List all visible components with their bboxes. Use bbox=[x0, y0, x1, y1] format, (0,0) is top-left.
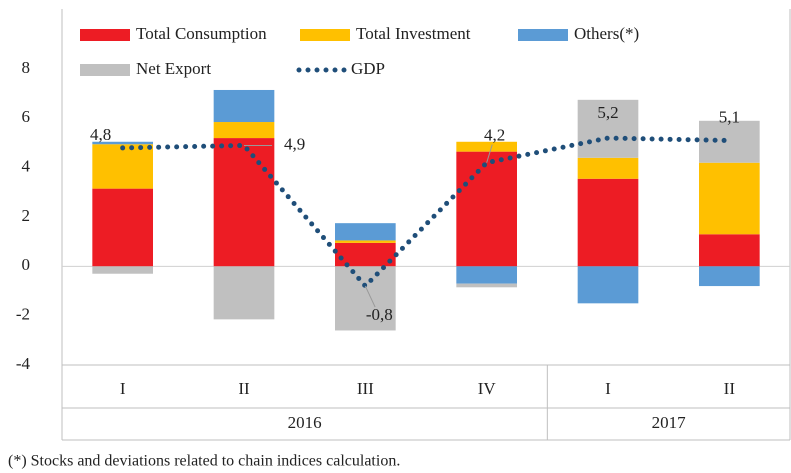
bar bbox=[335, 223, 396, 241]
bar bbox=[456, 266, 517, 284]
bar bbox=[92, 188, 153, 267]
legend-label: Total Investment bbox=[356, 24, 471, 43]
bar bbox=[577, 99, 639, 158]
y-tick-label: 2 bbox=[22, 206, 31, 225]
data-label: 4,8 bbox=[90, 125, 111, 144]
legend-swatch bbox=[80, 64, 130, 76]
legend-swatch bbox=[518, 29, 568, 41]
bar bbox=[213, 138, 275, 267]
x-group-label: 2016 bbox=[288, 413, 322, 432]
y-tick-label: 4 bbox=[22, 157, 31, 176]
bar bbox=[92, 141, 153, 145]
x-tick-label: I bbox=[120, 379, 126, 398]
bar bbox=[335, 266, 396, 331]
data-label: 4,2 bbox=[484, 126, 505, 145]
x-tick-label: III bbox=[357, 379, 374, 398]
x-tick-label: IV bbox=[478, 379, 497, 398]
x-tick-label: I bbox=[605, 379, 611, 398]
gdp-line bbox=[120, 135, 732, 290]
bar bbox=[699, 120, 760, 163]
bar bbox=[213, 89, 275, 123]
bar bbox=[335, 240, 396, 243]
bar bbox=[577, 178, 639, 267]
bar bbox=[456, 151, 517, 267]
y-tick-label: 8 bbox=[22, 58, 31, 77]
bar bbox=[699, 266, 760, 287]
y-tick-label: 6 bbox=[22, 107, 31, 126]
leader-line bbox=[486, 144, 493, 163]
data-label: 5,1 bbox=[719, 107, 740, 126]
footnote: (*) Stocks and deviations related to cha… bbox=[8, 453, 400, 470]
bar bbox=[92, 144, 153, 189]
legend-swatch bbox=[80, 29, 130, 41]
bar bbox=[699, 234, 760, 267]
bar bbox=[335, 242, 396, 267]
bar bbox=[577, 157, 639, 179]
bar bbox=[213, 266, 275, 320]
x-tick-label: II bbox=[724, 379, 736, 398]
y-tick-label: -4 bbox=[16, 354, 31, 373]
bar bbox=[456, 283, 517, 288]
y-tick-label: 0 bbox=[22, 255, 31, 274]
y-tick-label: -2 bbox=[16, 305, 30, 324]
legend-label: GDP bbox=[351, 59, 385, 78]
leader-line bbox=[364, 285, 376, 308]
x-tick-label: II bbox=[238, 379, 250, 398]
data-label: 5,2 bbox=[597, 103, 618, 122]
bar bbox=[577, 266, 639, 304]
legend-label: Others(*) bbox=[574, 24, 639, 43]
bar bbox=[213, 122, 275, 139]
legend-swatch bbox=[300, 29, 350, 41]
legend-label: Total Consumption bbox=[136, 24, 267, 43]
bar bbox=[92, 266, 153, 274]
legend-label: Net Export bbox=[136, 59, 211, 78]
bar bbox=[456, 141, 517, 152]
data-label: 4,9 bbox=[284, 134, 305, 153]
bar bbox=[699, 162, 760, 235]
data-label: -0,8 bbox=[366, 305, 393, 324]
x-group-label: 2017 bbox=[652, 413, 687, 432]
